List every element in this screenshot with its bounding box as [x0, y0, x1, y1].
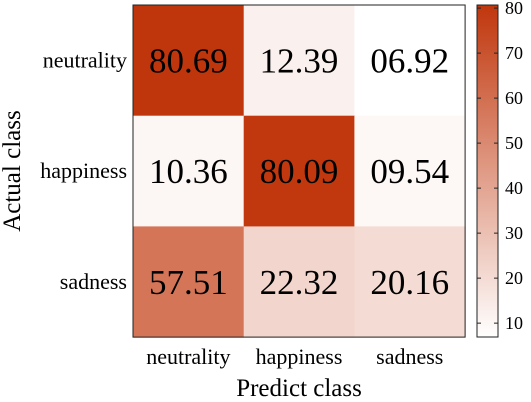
y-tick-label: neutrality [43, 47, 127, 72]
y-tick-label: sadness [60, 269, 127, 294]
colorbar-tick-label: 30 [505, 223, 523, 243]
cell-value-label: 06.92 [370, 41, 449, 80]
cell-value-label: 10.36 [149, 152, 228, 191]
colorbar-ticks: 10 20 30 40 50 60 70 80 [477, 0, 523, 333]
cell-value-label: 09.54 [370, 152, 449, 191]
colorbar-tick-label: 50 [505, 133, 523, 153]
colorbar-tick-label: 80 [505, 0, 523, 18]
heatmap-cell [243, 226, 355, 338]
cell-value-label: 12.39 [260, 41, 339, 80]
cell-value-label: 57.51 [149, 263, 228, 302]
colorbar-tick-label: 40 [505, 178, 523, 198]
colorbar-tick-label: 20 [505, 268, 523, 288]
colorbar [476, 4, 499, 338]
heatmap-cell [133, 226, 245, 338]
heatmap-cell [133, 115, 245, 227]
heatmap-cell [243, 5, 355, 117]
y-tick-labels: neutrality happiness sadness [40, 47, 127, 293]
y-axis-label: Actual class [0, 110, 26, 231]
heatmap-cell [354, 226, 466, 338]
cell-value-label: 22.32 [260, 263, 339, 302]
heatmap-cell [354, 5, 466, 117]
plot-frame [132, 4, 466, 338]
x-tick-label: neutrality [146, 344, 230, 369]
heatmap-value-labels: 80.69 12.39 06.92 10.36 80.09 09.54 57.51 22.32… [149, 41, 449, 301]
x-tick-label: happiness [256, 344, 343, 369]
heatmap-cell [133, 5, 245, 117]
cell-value-label: 80.09 [260, 152, 339, 191]
x-axis-label: Predict class [236, 375, 362, 402]
colorbar-tick-label: 70 [505, 43, 523, 63]
cell-value-label: 80.69 [149, 41, 228, 80]
x-tick-labels: neutrality happiness sadness [146, 344, 443, 369]
colorbar-tick-label: 60 [505, 88, 523, 108]
y-tick-label: happiness [40, 158, 127, 183]
colorbar-tick-label: 10 [505, 313, 523, 333]
heatmap-cells [133, 5, 466, 338]
cell-value-label: 20.16 [370, 263, 449, 302]
heatmap-cell [243, 115, 355, 227]
heatmap-cell [354, 115, 466, 227]
x-tick-label: sadness [376, 344, 443, 369]
